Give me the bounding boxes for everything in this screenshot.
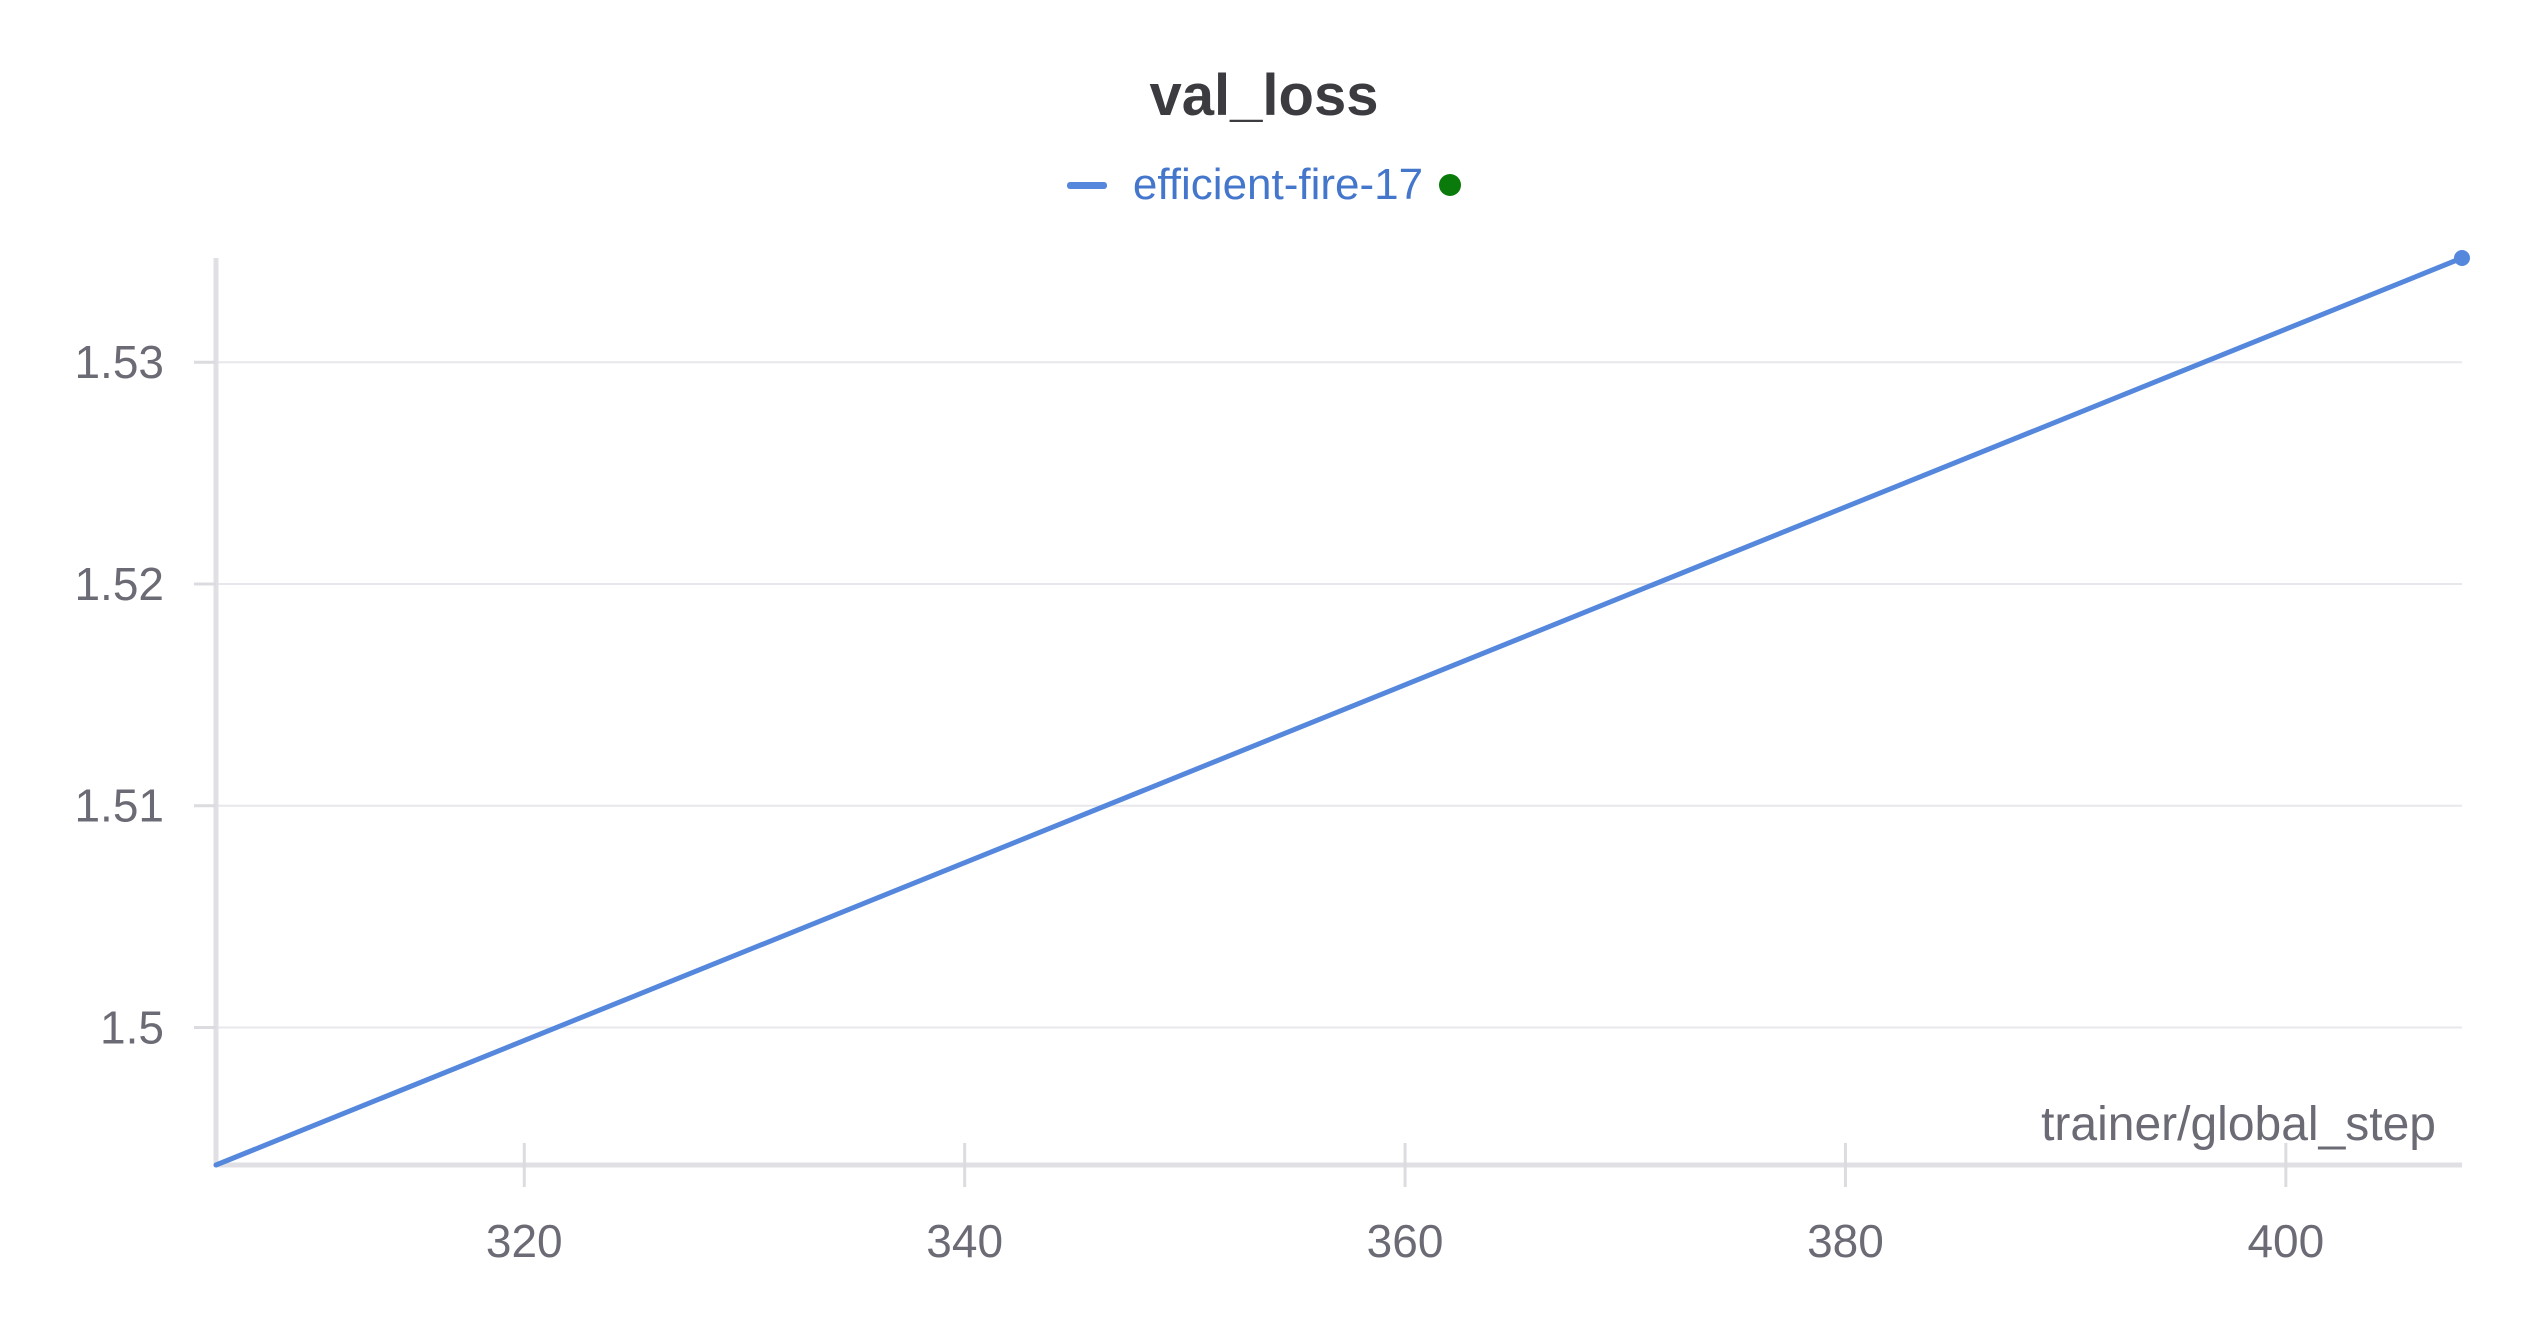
- x-tick-label: 360: [1367, 1215, 1444, 1267]
- x-tick-label: 400: [2247, 1215, 2324, 1267]
- x-axis-label: trainer/global_step: [2041, 1098, 2436, 1151]
- y-tick-label: 1.51: [74, 780, 164, 832]
- ticks: 1.5 1.51 1.52 1.53 320 340 360 380 400: [74, 336, 2324, 1267]
- legend[interactable]: efficient-fire-17: [0, 160, 2528, 210]
- x-tick-label: 320: [486, 1215, 563, 1267]
- y-tick-label: 1.5: [100, 1002, 164, 1054]
- series-line-efficient-fire-17: [213, 255, 2465, 1168]
- y-tick-label: 1.52: [74, 558, 164, 610]
- grid-lines: [216, 361, 2462, 1029]
- y-tick-label: 1.53: [74, 336, 164, 388]
- run-status-dot-icon: [1439, 174, 1462, 196]
- x-tick-label: 340: [926, 1215, 1003, 1267]
- chart-title: val_loss: [1149, 63, 1379, 128]
- series-end-point: [2454, 250, 2470, 266]
- legend-line-swatch-icon: [1066, 181, 1107, 189]
- legend-series-label: efficient-fire-17: [1132, 160, 1424, 209]
- x-tick-label: 380: [1807, 1215, 1884, 1267]
- series-layer: [213, 250, 2470, 1168]
- axes: [213, 258, 2462, 1168]
